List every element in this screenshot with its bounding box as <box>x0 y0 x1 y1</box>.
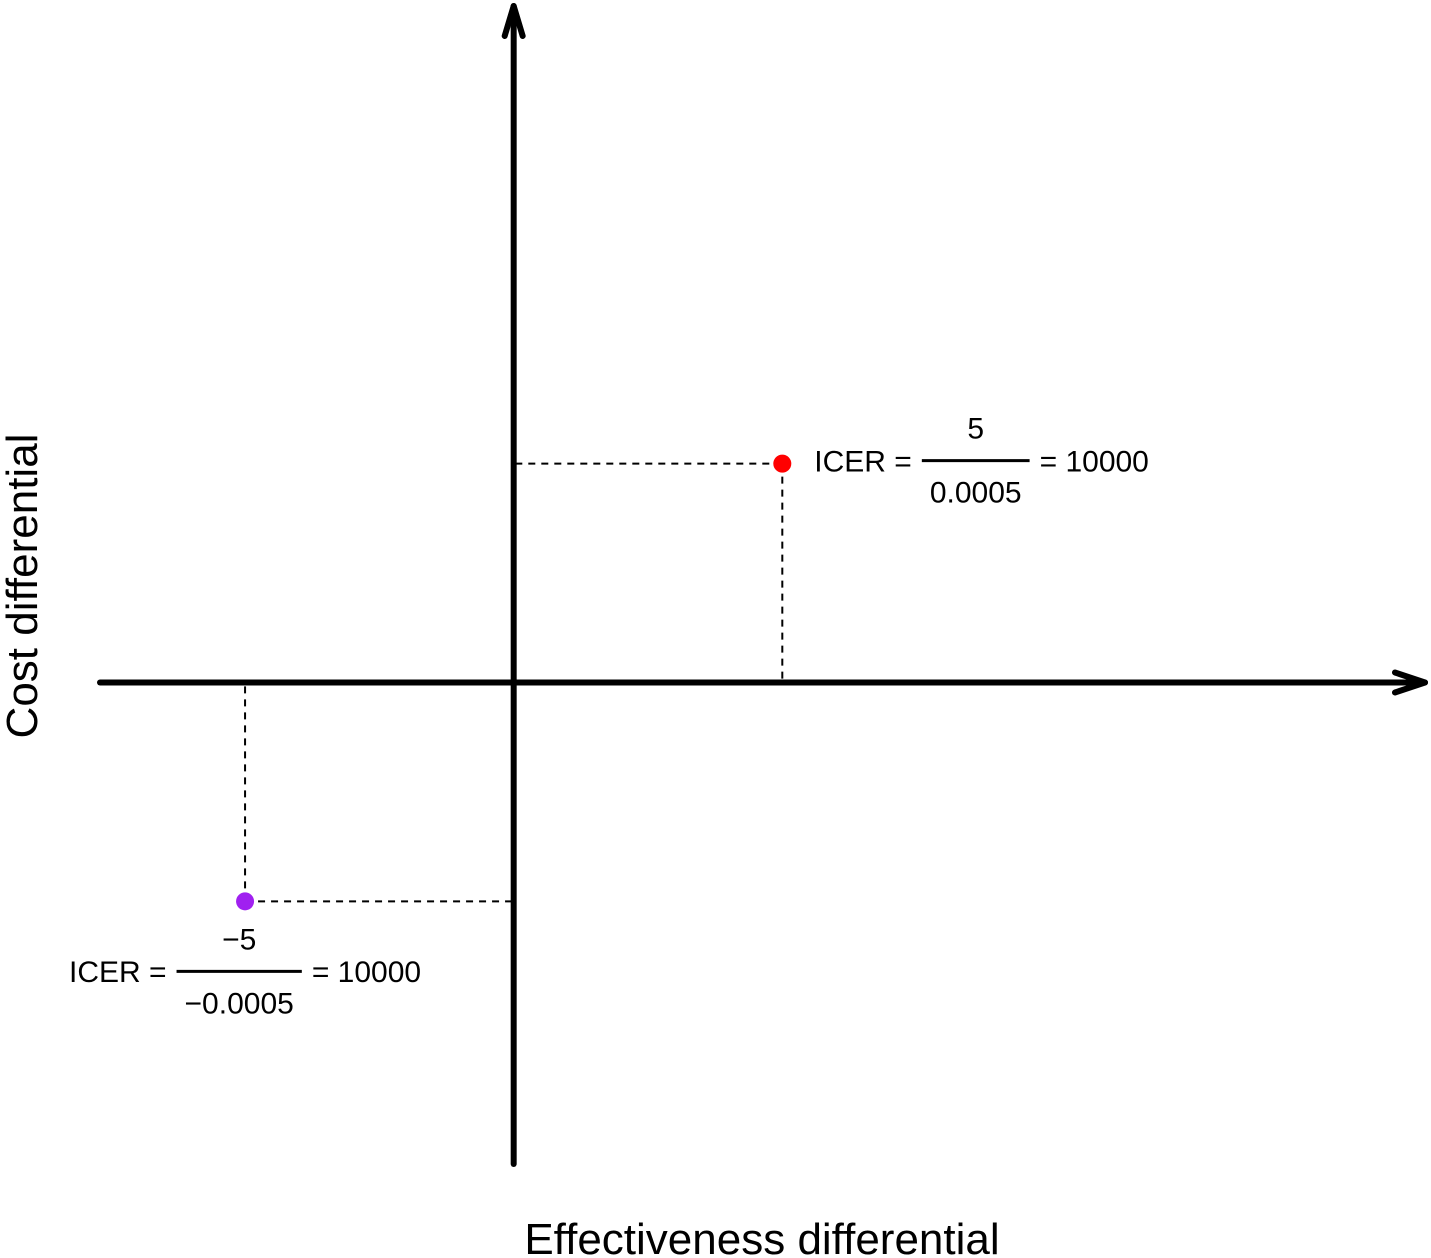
icer-denominator: 0.0005 <box>930 477 1022 510</box>
icer-label: ICER = <box>69 956 167 989</box>
y-axis-title: Cost differential <box>0 434 47 739</box>
x-axis-title: Effectiveness differential <box>524 1215 999 1258</box>
axes-layer <box>97 3 1428 1167</box>
data-point-2 <box>236 892 255 911</box>
icer-result: = 10000 <box>1040 445 1149 478</box>
icer-label: ICER = <box>814 445 912 478</box>
icer-annotation-1: ICER = 5 0.0005 = 10000 <box>814 413 1149 510</box>
icer-annotation-2: ICER = −5 −0.0005 = 10000 <box>69 923 421 1020</box>
annotations-layer: ICER = 5 0.0005 = 10000 ICER = −5 −0.0005 = 100… <box>69 413 1149 1021</box>
x-axis-arrowhead <box>1392 669 1428 696</box>
guide-lines-layer <box>244 462 784 903</box>
data-point-1 <box>773 454 792 473</box>
icer-numerator: −5 <box>222 923 256 956</box>
icer-numerator: 5 <box>967 413 984 446</box>
y-axis-arrowhead <box>501 3 526 39</box>
points-layer <box>236 454 792 911</box>
icer-denominator: −0.0005 <box>185 987 294 1020</box>
icer-result: = 10000 <box>312 956 421 989</box>
